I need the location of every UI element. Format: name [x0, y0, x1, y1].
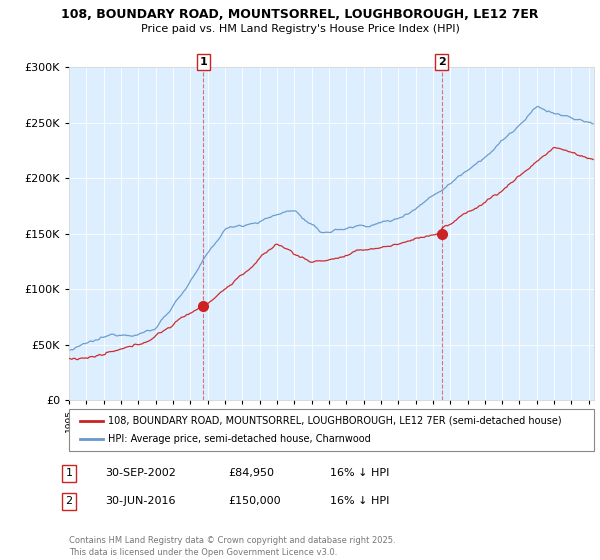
Text: 1: 1 — [65, 468, 73, 478]
Text: £150,000: £150,000 — [228, 496, 281, 506]
Text: £84,950: £84,950 — [228, 468, 274, 478]
Text: 2: 2 — [437, 57, 445, 67]
Text: Price paid vs. HM Land Registry's House Price Index (HPI): Price paid vs. HM Land Registry's House … — [140, 24, 460, 34]
Text: 108, BOUNDARY ROAD, MOUNTSORREL, LOUGHBOROUGH, LE12 7ER: 108, BOUNDARY ROAD, MOUNTSORREL, LOUGHBO… — [61, 8, 539, 21]
Text: HPI: Average price, semi-detached house, Charnwood: HPI: Average price, semi-detached house,… — [109, 434, 371, 444]
Text: 30-SEP-2002: 30-SEP-2002 — [105, 468, 176, 478]
Text: 16% ↓ HPI: 16% ↓ HPI — [330, 496, 389, 506]
Text: 16% ↓ HPI: 16% ↓ HPI — [330, 468, 389, 478]
Text: 2: 2 — [65, 496, 73, 506]
Text: 1: 1 — [199, 57, 207, 67]
Text: 108, BOUNDARY ROAD, MOUNTSORREL, LOUGHBOROUGH, LE12 7ER (semi-detached house): 108, BOUNDARY ROAD, MOUNTSORREL, LOUGHBO… — [109, 416, 562, 426]
Text: 30-JUN-2016: 30-JUN-2016 — [105, 496, 176, 506]
Text: Contains HM Land Registry data © Crown copyright and database right 2025.
This d: Contains HM Land Registry data © Crown c… — [69, 536, 395, 557]
